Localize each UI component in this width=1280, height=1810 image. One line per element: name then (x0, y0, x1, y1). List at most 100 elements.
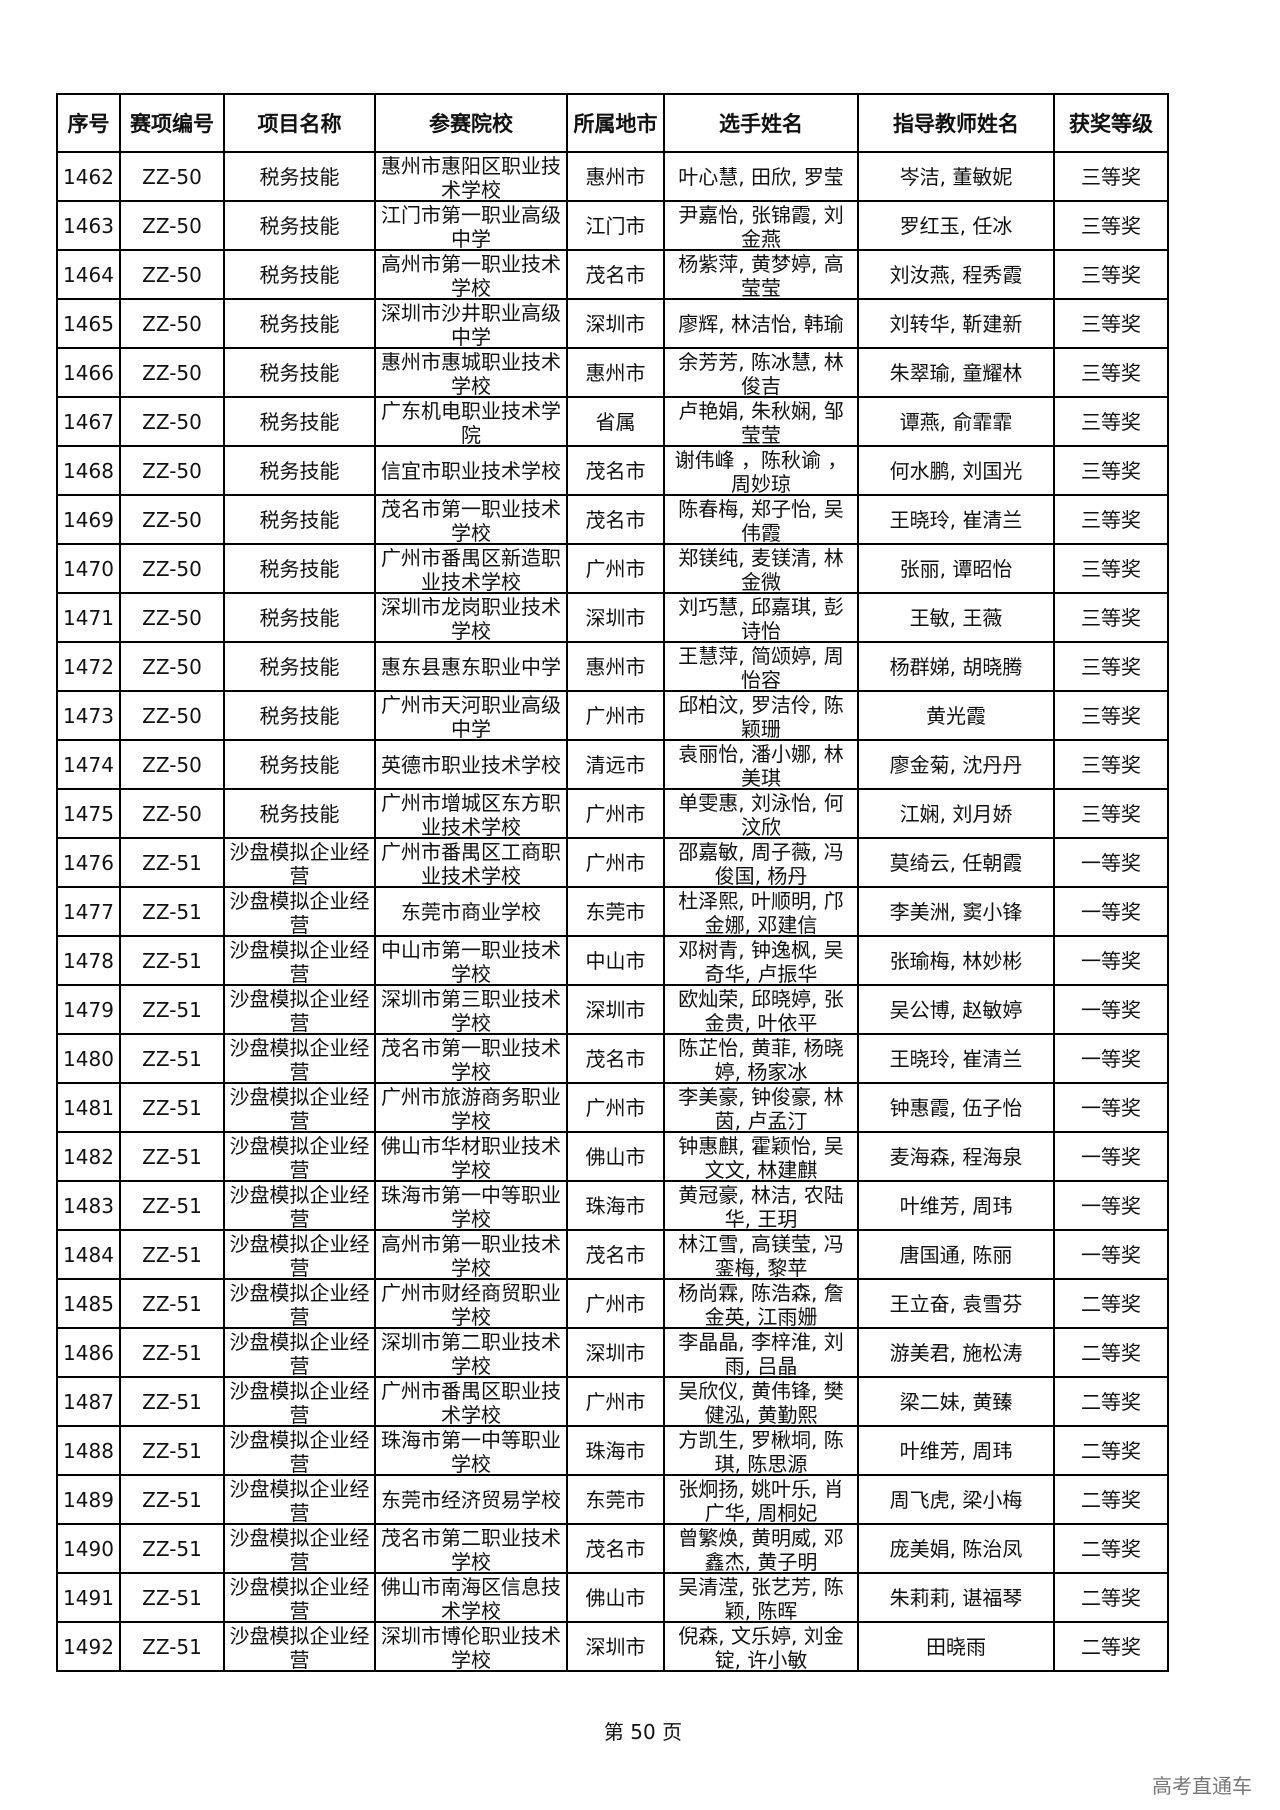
cell-students: 邵嘉敏, 周子薇, 冯俊国, 杨丹 (663, 837, 859, 888)
region-text: 广州市 (585, 850, 646, 875)
cell-event-code: ZZ-50 (119, 200, 225, 251)
cell-event-code: ZZ-51 (119, 1131, 225, 1182)
cell-project-name: 沙盘模拟企业经营 (223, 1327, 376, 1378)
cell-award: 二等奖 (1053, 1376, 1169, 1427)
cell-event-code: ZZ-50 (119, 690, 225, 741)
cell-school: 东莞市经济贸易学校 (374, 1474, 568, 1525)
index-text: 1482 (63, 1144, 114, 1169)
cell-project-name: 沙盘模拟企业经营 (223, 1376, 376, 1427)
cell-students: 单雯惠, 刘泳怡, 何汶欣 (663, 788, 859, 839)
table-row: 1490 ZZ-51 沙盘模拟企业经营 茂名市第二职业技术学校 茂名市 曾繁焕, 黄明威,… (56, 1523, 1169, 1574)
cell-index: 1464 (56, 249, 121, 300)
cell-index: 1477 (56, 886, 121, 937)
award-text: 三等奖 (1081, 409, 1141, 434)
cell-teachers: 江娴, 刘月娇 (857, 788, 1055, 839)
cell-teachers: 朱翠瑜, 童耀林 (857, 347, 1055, 398)
award-text: 二等奖 (1081, 1487, 1141, 1512)
cell-project-name: 沙盘模拟企业经营 (223, 1082, 376, 1133)
cell-students: 郑镁纯, 麦镁清, 林金微 (663, 543, 859, 594)
cell-award: 一等奖 (1053, 1229, 1169, 1280)
cell-students: 陈芷怡, 黄菲, 杨晓婷, 杨家冰 (663, 1033, 859, 1084)
cell-project-name: 税务技能 (223, 739, 376, 790)
table-row: 1485 ZZ-51 沙盘模拟企业经营 广州市财经商贸职业学校 广州市 杨尚霖, 陈浩森,… (56, 1278, 1169, 1329)
teachers-text: 廖金菊, 沈丹丹 (889, 752, 1023, 777)
cell-school: 广东机电职业技术学院 (374, 396, 568, 447)
school-text: 江门市第一职业高级中学 (381, 203, 561, 249)
cell-event-code: ZZ-50 (119, 249, 225, 300)
students-text: 叶心慧, 田欣, 罗莹 (678, 164, 844, 189)
cell-students: 李晶晶, 李梓淮, 刘雨, 吕晶 (663, 1327, 859, 1378)
teachers-text: 王立奋, 袁雪芬 (889, 1291, 1023, 1316)
index-text: 1477 (63, 899, 114, 924)
cell-region: 广州市 (566, 1278, 665, 1329)
cell-project-name: 沙盘模拟企业经营 (223, 1621, 376, 1672)
table-row: 1487 ZZ-51 沙盘模拟企业经营 广州市番禺区职业技术学校 广州市 吴欣仪, 黄伟锋… (56, 1376, 1169, 1427)
cell-teachers: 杨群娣, 胡晓腾 (857, 641, 1055, 692)
school-text: 东莞市商业学校 (401, 899, 541, 924)
cell-award: 二等奖 (1053, 1621, 1169, 1672)
school-text: 惠州市惠阳区职业技术学校 (381, 154, 561, 200)
students-text: 刘巧慧, 邱嘉琪, 彭诗怡 (678, 595, 844, 641)
project-name-text: 沙盘模拟企业经营 (229, 1330, 370, 1376)
region-text: 广州市 (585, 1291, 646, 1316)
index-text: 1470 (63, 556, 114, 581)
students-text: 卢艳娟, 朱秋娴, 邹莹莹 (678, 399, 844, 445)
award-text: 三等奖 (1081, 213, 1141, 238)
event-code-text: ZZ-51 (142, 1046, 202, 1071)
cell-school: 广州市旅游商务职业学校 (374, 1082, 568, 1133)
cell-event-code: ZZ-51 (119, 1523, 225, 1574)
cell-teachers: 朱莉莉, 谌福琴 (857, 1572, 1055, 1623)
teachers-text: 田晓雨 (926, 1634, 986, 1659)
award-text: 三等奖 (1081, 262, 1141, 287)
event-code-text: ZZ-50 (142, 458, 202, 483)
page-number: 第 50 页 (603, 1720, 683, 1744)
cell-teachers: 游美君, 施松涛 (857, 1327, 1055, 1378)
cell-students: 杨紫萍, 黄梦婷, 高莹莹 (663, 249, 859, 300)
cell-region: 深圳市 (566, 984, 665, 1035)
teachers-text: 黄光霞 (926, 703, 986, 728)
table-row: 1466 ZZ-50 税务技能 惠州市惠城职业技术学校 惠州市 余芳芳, 陈冰慧, 林俊吉… (56, 347, 1169, 398)
cell-index: 1473 (56, 690, 121, 741)
index-text: 1481 (63, 1095, 114, 1120)
project-name-text: 沙盘模拟企业经营 (229, 1085, 370, 1131)
table-row: 1492 ZZ-51 沙盘模拟企业经营 深圳市博伦职业技术学校 深圳市 倪森, 文乐婷, … (56, 1621, 1169, 1672)
cell-students: 杜泽熙, 叶顺明, 邝金娜, 邓建信 (663, 886, 859, 937)
table-row: 1473 ZZ-50 税务技能 广州市天河职业高级中学 广州市 邱柏汶, 罗洁伶, 陈颖珊… (56, 690, 1169, 741)
students-text: 吴清滢, 张艺芳, 陈颖, 陈晖 (678, 1575, 844, 1621)
index-text: 1472 (63, 654, 114, 679)
region-text: 江门市 (585, 213, 646, 238)
students-text: 陈春梅, 郑子怡, 吴伟霞 (678, 497, 844, 543)
teachers-text: 麦海森, 程海泉 (889, 1144, 1023, 1169)
table-row: 1488 ZZ-51 沙盘模拟企业经营 珠海市第一中等职业学校 珠海市 方凯生, 罗楸垌,… (56, 1425, 1169, 1476)
teachers-text: 朱翠瑜, 童耀林 (889, 360, 1023, 385)
award-text: 三等奖 (1081, 654, 1141, 679)
project-name-text: 沙盘模拟企业经营 (229, 987, 370, 1033)
index-text: 1485 (63, 1291, 114, 1316)
cell-region: 深圳市 (566, 1327, 665, 1378)
cell-award: 三等奖 (1053, 347, 1169, 398)
cell-school: 广州市番禺区工商职业技术学校 (374, 837, 568, 888)
cell-students: 倪森, 文乐婷, 刘金锭, 许小敏 (663, 1621, 859, 1672)
region-text: 深圳市 (585, 605, 646, 630)
event-code-text: ZZ-50 (142, 556, 202, 581)
index-text: 1489 (63, 1487, 114, 1512)
cell-project-name: 税务技能 (223, 396, 376, 447)
award-text: 三等奖 (1081, 164, 1141, 189)
award-text: 三等奖 (1081, 752, 1141, 777)
cell-award: 一等奖 (1053, 984, 1169, 1035)
cell-school: 广州市番禺区新造职业技术学校 (374, 543, 568, 594)
cell-school: 高州市第一职业技术学校 (374, 249, 568, 300)
cell-project-name: 沙盘模拟企业经营 (223, 984, 376, 1035)
event-code-text: ZZ-51 (142, 1438, 202, 1463)
project-name-text: 沙盘模拟企业经营 (229, 1232, 370, 1278)
students-text: 谢伟峰 ，陈秋谕 ，周妙琼 (674, 448, 848, 494)
students-text: 杜泽熙, 叶顺明, 邝金娜, 邓建信 (678, 889, 844, 935)
cell-event-code: ZZ-50 (119, 396, 225, 447)
event-code-text: ZZ-50 (142, 409, 202, 434)
cell-teachers: 岑洁, 董敏妮 (857, 151, 1055, 202)
project-name-text: 税务技能 (259, 164, 340, 189)
teachers-text: 刘汝燕, 程秀霞 (889, 262, 1023, 287)
cell-project-name: 沙盘模拟企业经营 (223, 1474, 376, 1525)
watermark: 高考直通车 (1152, 1774, 1252, 1798)
project-name-text: 税务技能 (259, 752, 340, 777)
